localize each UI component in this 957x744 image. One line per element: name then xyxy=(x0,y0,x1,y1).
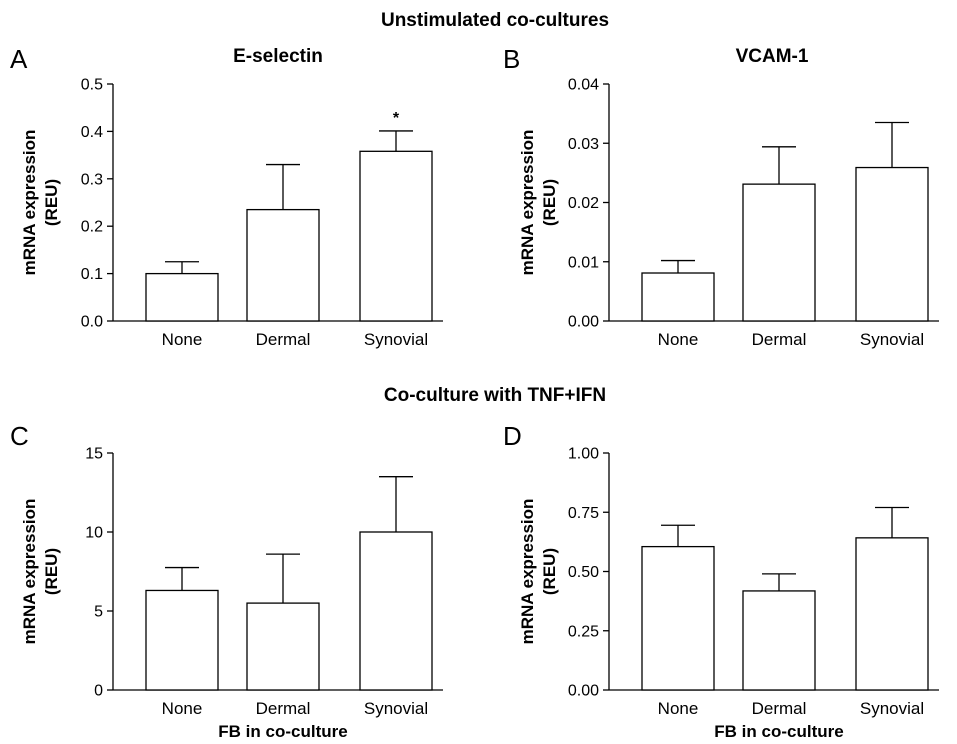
y-tick-label-d: 0.25 xyxy=(568,623,599,640)
x-tick-label-a-dermal: Dermal xyxy=(256,330,311,349)
y-axis-label-line: mRNA expression xyxy=(518,130,537,276)
panel-a-chart: A E-selectin mRNA expression (REU) 0.0 0.1 0.2… xyxy=(10,44,443,349)
y-tick-label-a: 0.2 xyxy=(81,219,103,236)
y-tick-label-a: 0.0 xyxy=(81,314,103,331)
panel-letter-c: C xyxy=(10,421,29,451)
y-axis-label-line: (REU) xyxy=(540,179,559,226)
y-tick-label-b: 0.01 xyxy=(568,254,599,271)
y-axis-label-line: (REU) xyxy=(42,548,61,595)
bar-b-synovial xyxy=(855,166,929,322)
bar-b-none xyxy=(641,272,715,322)
x-tick-label-a-synovial: Synovial xyxy=(364,330,428,349)
y-tick-label-a: 0.4 xyxy=(81,124,103,141)
y-axis-label-line: mRNA expression xyxy=(20,130,39,276)
y-tick-label-d: 0.00 xyxy=(568,683,599,700)
x-tick-label-c-none: None xyxy=(162,699,203,718)
bar-b-dermal xyxy=(742,183,816,322)
x-tick-label-a-none: None xyxy=(162,330,203,349)
x-axis-label-c: FB in co-culture xyxy=(218,722,347,741)
y-axis-label-line: mRNA expression xyxy=(20,499,39,645)
x-tick-label-d-none: None xyxy=(658,699,699,718)
section-title-tnf-ifn: Co-culture with TNF+IFN xyxy=(384,385,606,406)
y-tick-label-a: 0.1 xyxy=(81,266,103,283)
y-tick-label-d: 0.50 xyxy=(568,564,599,581)
panel-letter-a: A xyxy=(10,44,28,74)
x-tick-label-b-none: None xyxy=(658,330,699,349)
y-tick-label-c: 15 xyxy=(85,446,103,463)
y-axis-label-d: mRNA expression (REU) xyxy=(518,499,559,645)
x-axis-label-d: FB in co-culture xyxy=(714,722,843,741)
section-title-unstimulated: Unstimulated co-cultures xyxy=(381,10,609,31)
y-tick-label-c: 10 xyxy=(85,525,103,542)
y-tick-label-c: 0 xyxy=(94,683,103,700)
y-axis-label-line: (REU) xyxy=(540,548,559,595)
bar-a-dermal xyxy=(246,208,320,322)
y-tick-label-a: 0.5 xyxy=(81,77,103,94)
y-tick-label-b: 0.00 xyxy=(568,314,599,331)
bar-c-dermal xyxy=(246,602,320,691)
x-tick-label-c-dermal: Dermal xyxy=(256,699,311,718)
significance-marker-a: * xyxy=(393,110,400,127)
bar-c-synovial xyxy=(359,531,433,691)
bar-c-none xyxy=(145,589,219,691)
y-tick-label-d: 1.00 xyxy=(568,446,599,463)
bar-d-synovial xyxy=(855,537,929,691)
y-axis-label-c: mRNA expression (REU) xyxy=(20,499,61,645)
x-tick-label-c-synovial: Synovial xyxy=(364,699,428,718)
y-tick-label-b: 0.04 xyxy=(568,77,599,94)
bar-d-none xyxy=(641,545,715,691)
y-tick-label-b: 0.03 xyxy=(568,136,599,153)
bar-a-synovial xyxy=(359,150,433,322)
panel-title-b: VCAM-1 xyxy=(736,46,809,67)
x-tick-label-d-dermal: Dermal xyxy=(752,699,807,718)
bar-d-dermal xyxy=(742,590,816,691)
x-tick-label-d-synovial: Synovial xyxy=(860,699,924,718)
y-tick-label-c: 5 xyxy=(94,604,103,621)
y-axis-label-b: mRNA expression (REU) xyxy=(518,130,559,276)
bar-a-none xyxy=(145,272,219,322)
y-axis-label-a: mRNA expression (REU) xyxy=(20,130,61,276)
y-tick-label-b: 0.02 xyxy=(568,195,599,212)
y-axis-label-line: (REU) xyxy=(42,179,61,226)
panel-b-chart: B VCAM-1 mRNA expression (REU) 0.00 0.01 0.02 0… xyxy=(503,44,939,349)
x-tick-label-b-synovial: Synovial xyxy=(860,330,924,349)
panel-letter-d: D xyxy=(503,421,522,451)
y-axis-label-line: mRNA expression xyxy=(518,499,537,645)
y-tick-label-a: 0.3 xyxy=(81,171,103,188)
x-tick-label-b-dermal: Dermal xyxy=(752,330,807,349)
panel-letter-b: B xyxy=(503,44,520,74)
panel-title-a: E-selectin xyxy=(233,46,323,67)
y-tick-label-d: 0.75 xyxy=(568,505,599,522)
